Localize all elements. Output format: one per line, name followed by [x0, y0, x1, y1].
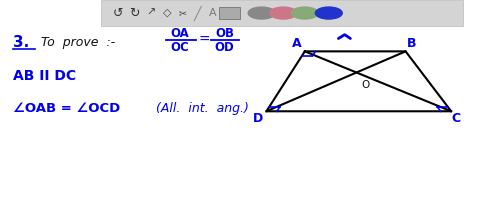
Text: 3.: 3.: [13, 35, 30, 50]
Text: ↺: ↺: [112, 7, 123, 19]
Text: B: B: [407, 37, 417, 50]
Text: A: A: [209, 8, 216, 18]
Text: A: A: [292, 37, 301, 50]
Circle shape: [270, 7, 297, 19]
Text: (All.  int.  ang.): (All. int. ang.): [156, 102, 249, 114]
Circle shape: [315, 7, 342, 19]
Text: OB: OB: [215, 27, 234, 40]
Text: OC: OC: [170, 41, 190, 54]
Text: OA: OA: [170, 27, 190, 40]
Text: ∠OAB = ∠OCD: ∠OAB = ∠OCD: [13, 102, 120, 114]
Text: To  prove  :-: To prove :-: [41, 36, 115, 49]
Text: D: D: [253, 112, 264, 125]
Text: ✂: ✂: [179, 8, 186, 18]
Text: ╱: ╱: [194, 6, 202, 21]
Bar: [101, 0, 463, 26]
Circle shape: [248, 7, 275, 19]
Text: ◇: ◇: [163, 8, 171, 18]
Text: O: O: [361, 80, 370, 89]
Text: =: =: [198, 33, 210, 47]
Text: AB II DC: AB II DC: [13, 69, 77, 83]
Bar: [219, 7, 240, 19]
Text: ↻: ↻: [129, 7, 140, 19]
Text: OD: OD: [215, 41, 235, 54]
Text: C: C: [451, 112, 461, 125]
Text: ↗: ↗: [146, 8, 156, 18]
Circle shape: [291, 7, 318, 19]
